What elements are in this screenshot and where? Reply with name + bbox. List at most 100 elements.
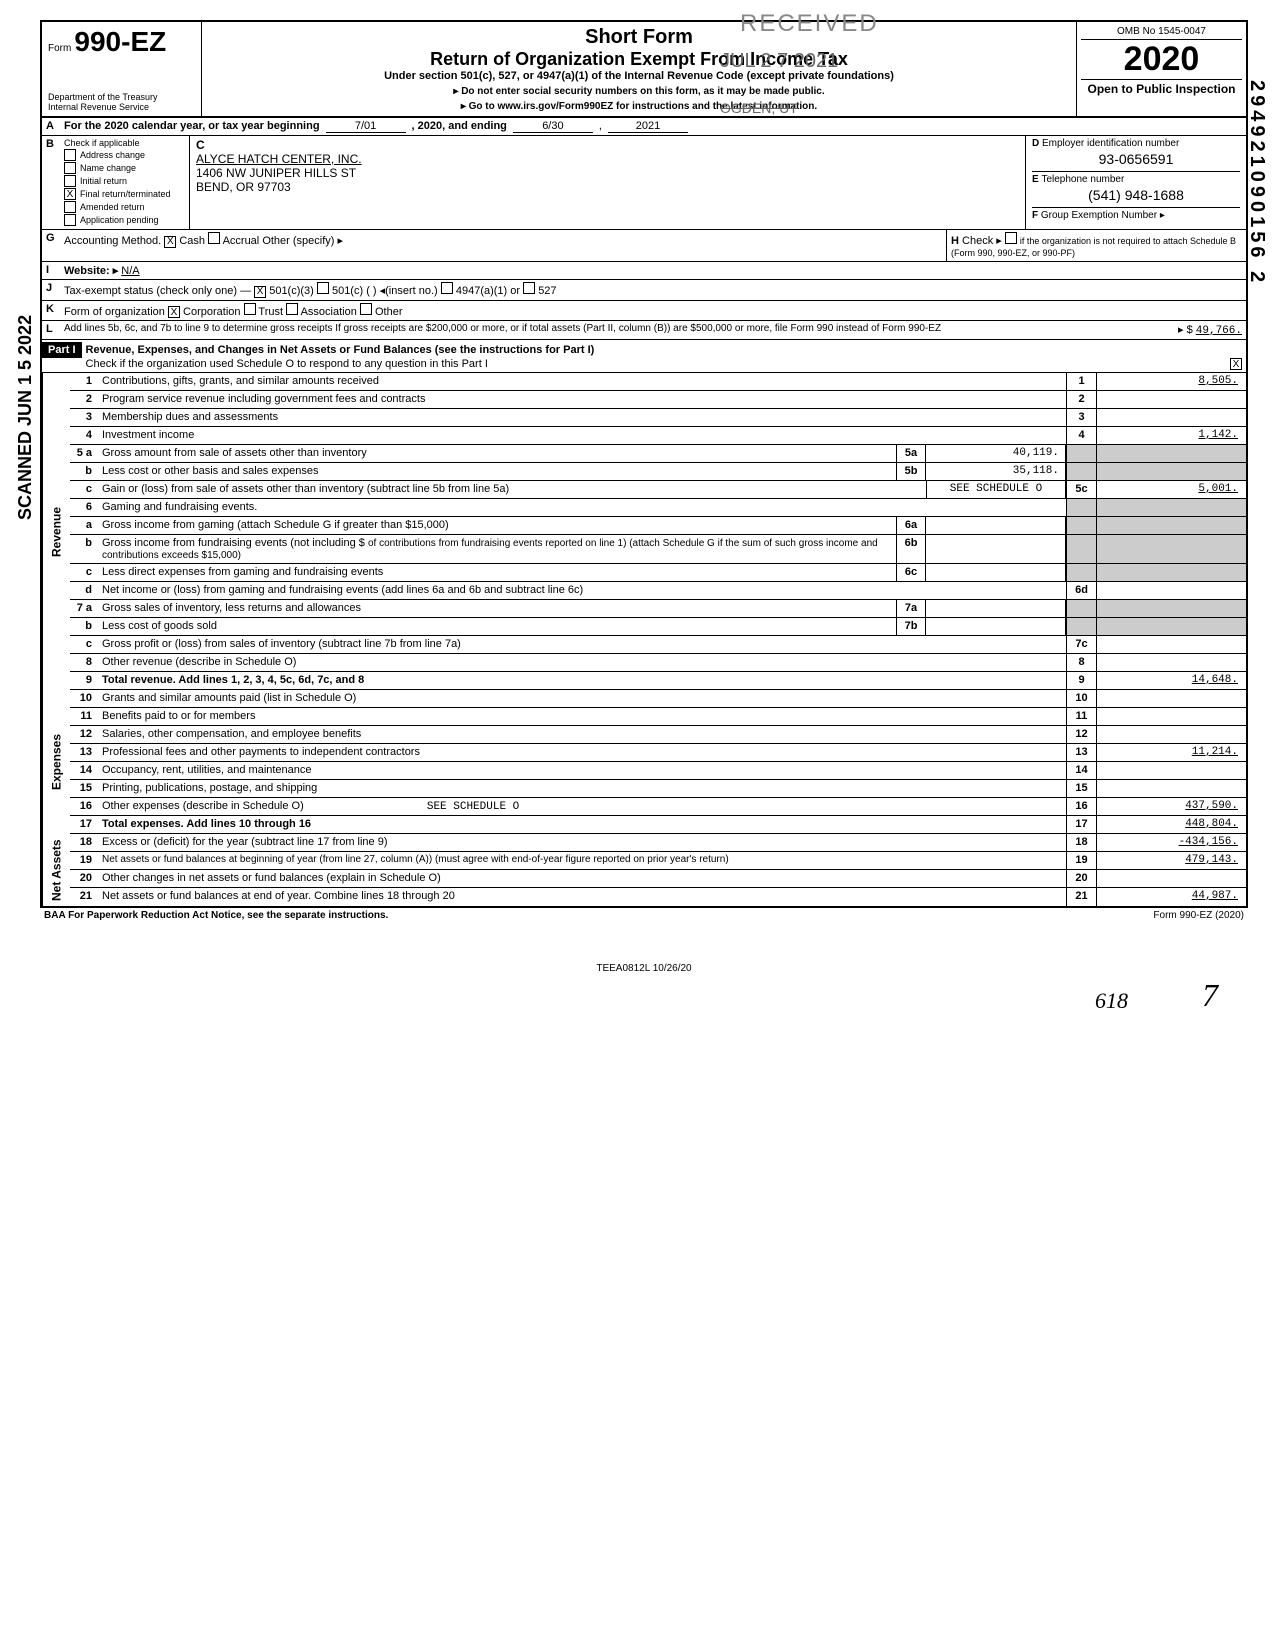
cb-association[interactable]: [286, 303, 298, 315]
val-14: [1096, 762, 1246, 779]
val-12: [1096, 726, 1246, 743]
val-20: [1096, 870, 1246, 887]
cb-corporation[interactable]: X: [168, 306, 180, 318]
form-header: Form 990-EZ Department of the Treasury I…: [40, 20, 1248, 118]
val-21: 44,987.: [1192, 890, 1238, 902]
cb-name-change[interactable]: Name change: [64, 162, 185, 174]
group-exemption-label: Group Exemption Number: [1041, 210, 1157, 221]
val-9: 14,648.: [1192, 674, 1238, 686]
line-j: J Tax-exempt status (check only one) — X…: [40, 280, 1248, 301]
val-8: [1096, 654, 1246, 671]
subtitle: Under section 501(c), 527, or 4947(a)(1)…: [210, 70, 1068, 82]
ein-label: Employer identification number: [1042, 138, 1179, 149]
val-5b: 35,118.: [1013, 465, 1059, 477]
expenses-section: Expenses 10Grants and similar amounts pa…: [40, 690, 1248, 834]
revenue-label: Revenue: [42, 373, 70, 690]
cb-final-return[interactable]: XFinal return/terminated: [64, 188, 185, 200]
website-label: Website: ▸: [64, 265, 118, 277]
val-19: 479,143.: [1185, 854, 1238, 866]
gross-receipts: 49,766.: [1196, 325, 1242, 337]
see-schedule-o-16: SEE SCHEDULE O: [427, 801, 519, 813]
cb-trust[interactable]: [244, 303, 256, 315]
scanned-stamp: SCANNED JUN 1 5 2022: [15, 315, 36, 520]
cb-501c[interactable]: [317, 282, 329, 294]
side-number: 294921090156 2: [1245, 80, 1268, 286]
cb-initial-return[interactable]: Initial return: [64, 175, 185, 187]
cb-4947[interactable]: [441, 282, 453, 294]
line-a: A For the 2020 calendar year, or tax yea…: [40, 118, 1248, 136]
page-number-slash: 7: [1202, 977, 1218, 1014]
val-6b: [926, 535, 1066, 563]
cb-cash[interactable]: X: [164, 236, 176, 248]
cb-501c3[interactable]: X: [254, 286, 266, 298]
department-label: Department of the Treasury Internal Reve…: [48, 92, 195, 112]
cb-address-change[interactable]: Address change: [64, 149, 185, 161]
baa-notice: BAA For Paperwork Reduction Act Notice, …: [44, 910, 388, 921]
val-6c: [926, 564, 1066, 581]
val-3: [1096, 409, 1246, 426]
note-url: ▸ Go to www.irs.gov/Form990EZ for instru…: [210, 101, 1068, 112]
val-6d: [1096, 582, 1246, 599]
footer: BAA For Paperwork Reduction Act Notice, …: [40, 908, 1248, 923]
accounting-method-label: Accounting Method.: [64, 235, 161, 247]
val-7b: [926, 618, 1066, 635]
omb-number: OMB No 1545-0047: [1081, 26, 1242, 40]
form-990ez-page: RECEIVED JUL 2 7 2021 OGDEN, UT SCANNED …: [40, 20, 1248, 974]
tax-year-end: 6/30: [513, 120, 593, 133]
val-10: [1096, 690, 1246, 707]
phone-value: (541) 948-1688: [1032, 187, 1240, 203]
part-1-title: Revenue, Expenses, and Changes in Net As…: [82, 342, 1246, 358]
handwritten-618: 618: [1095, 988, 1128, 1014]
tax-year: 2020: [1081, 40, 1242, 79]
val-5c: 5,001.: [1198, 483, 1238, 495]
org-addr2: BEND, OR 97703: [196, 180, 1019, 194]
line-h-label: Check ▸: [962, 235, 1002, 247]
org-addr1: 1406 NW JUNIPER HILLS ST: [196, 166, 1019, 180]
phone-label: Telephone number: [1041, 174, 1124, 185]
cb-schedule-o-part1[interactable]: X: [1230, 358, 1242, 370]
note-ssn: ▸ Do not enter social security numbers o…: [210, 86, 1068, 97]
val-18: -434,156.: [1179, 836, 1238, 848]
line-k: K Form of organization X Corporation Tru…: [40, 301, 1248, 322]
org-info-block: B Check if applicable Address change Nam…: [40, 136, 1248, 230]
stamp-received: RECEIVED: [740, 10, 879, 38]
val-1: 8,505.: [1198, 375, 1238, 387]
tax-exempt-label: Tax-exempt status (check only one) —: [64, 285, 251, 297]
ein-value: 93-0656591: [1032, 151, 1240, 167]
line-l-text: Add lines 5b, 6c, and 7b to line 9 to de…: [64, 323, 941, 334]
val-7a: [926, 600, 1066, 617]
line-g-h: G Accounting Method. X Cash Accrual Othe…: [40, 230, 1248, 262]
tax-year-begin: 7/01: [326, 120, 406, 133]
line-a-label: For the 2020 calendar year, or tax year …: [64, 120, 320, 132]
website-value: N/A: [121, 265, 139, 277]
form-ref: Form 990-EZ (2020): [1153, 910, 1244, 921]
cb-accrual[interactable]: [208, 232, 220, 244]
revenue-section: Revenue 1Contributions, gifts, grants, a…: [40, 373, 1248, 690]
val-16: 437,590.: [1185, 800, 1238, 812]
val-6a: [926, 517, 1066, 534]
org-name: ALYCE HATCH CENTER, INC.: [196, 152, 1019, 166]
part-1-sub: Check if the organization used Schedule …: [86, 358, 488, 370]
cb-527[interactable]: [523, 282, 535, 294]
cb-schedule-b[interactable]: [1005, 232, 1017, 244]
cb-amended-return[interactable]: Amended return: [64, 201, 185, 213]
form-of-org-label: Form of organization: [64, 306, 165, 318]
val-17: 448,804.: [1185, 818, 1238, 830]
short-form-title: Short Form: [210, 26, 1068, 49]
val-2: [1096, 391, 1246, 408]
tax-year-endyear: 2021: [608, 120, 688, 133]
footer-code: TEEA0812L 10/26/20: [40, 963, 1248, 974]
part-1-header: Part I Revenue, Expenses, and Changes in…: [40, 340, 1248, 373]
line-a-mid: , 2020, and ending: [412, 120, 507, 132]
stamp-received-date: JUL 2 7 2021: [720, 50, 838, 73]
line-l: L Add lines 5b, 6c, and 7b to line 9 to …: [40, 321, 1248, 340]
net-assets-label: Net Assets: [42, 834, 70, 906]
cb-other-org[interactable]: [360, 303, 372, 315]
open-to-public: Open to Public Inspection: [1081, 79, 1242, 96]
cb-application-pending[interactable]: Application pending: [64, 214, 185, 226]
val-4: 1,142.: [1198, 429, 1238, 441]
form-number: 990-EZ: [74, 26, 166, 57]
form-word: Form: [48, 43, 71, 54]
see-schedule-o-5c: SEE SCHEDULE O: [926, 481, 1066, 498]
val-5a: 40,119.: [1013, 447, 1059, 459]
